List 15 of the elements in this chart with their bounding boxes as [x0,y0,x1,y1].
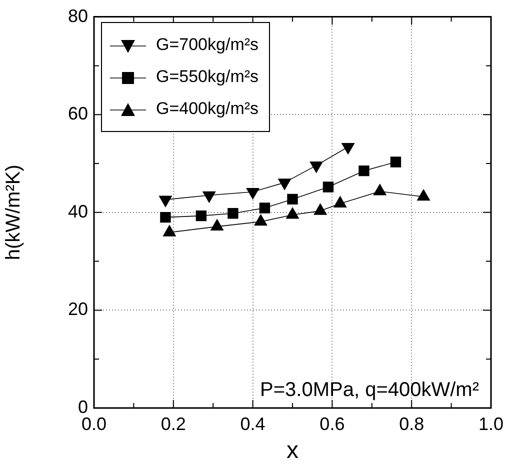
x-tick-label: 0.6 [320,414,345,434]
x-axis-title: x [286,437,298,464]
x-tick-label: 0.4 [240,414,266,434]
y-axis-title: h(kW/m²K) [2,164,25,260]
legend-label: G=550kg/m²s [156,67,259,86]
x-tick-label: 1.0 [478,414,504,434]
y-tick-label: 60 [68,104,88,124]
annotation: P=3.0MPa, q=400kW/m² [260,379,480,401]
legend-label: G=700kg/m²s [156,35,259,54]
y-tick-label: 20 [68,299,88,320]
x-tick-label: 0.8 [399,414,424,434]
legend-label: G=400kg/m²s [156,99,259,118]
x-tick-label: 0.2 [160,414,186,434]
y-tick-label: 80 [68,6,88,26]
y-tick-label: 40 [68,201,88,222]
